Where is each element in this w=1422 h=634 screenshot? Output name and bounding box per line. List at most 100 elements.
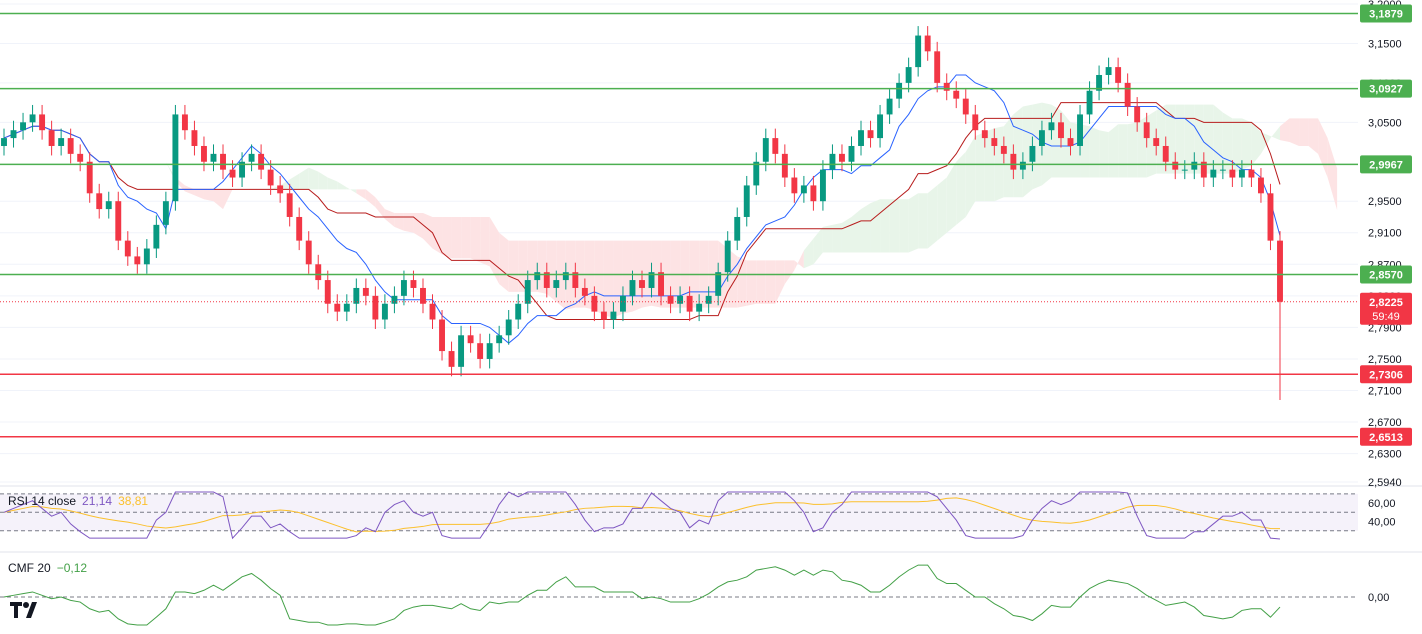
cloud-bear-segment — [461, 216, 471, 259]
y-tick-label: 2,7900 — [1368, 322, 1402, 334]
cloud-bear-segment — [470, 216, 481, 263]
cloud-bear-segment — [194, 189, 204, 200]
cloud-bear-segment — [489, 216, 500, 285]
cloud-bull-segment — [861, 203, 871, 253]
cloud-bear-segment — [480, 216, 490, 267]
candle-body — [134, 256, 141, 265]
candle-body — [267, 169, 274, 186]
candle-body — [1115, 67, 1122, 83]
level-tag-label: 3,0927 — [1369, 84, 1403, 96]
candle-body — [10, 130, 17, 139]
candle-body — [381, 303, 388, 320]
cloud-bull-segment — [99, 126, 109, 131]
candle-body — [1038, 130, 1045, 146]
candle-body — [353, 287, 360, 304]
cloud-bear-segment — [1327, 138, 1338, 211]
cloud-bear-segment — [451, 216, 462, 259]
candle-body — [924, 35, 931, 52]
candle-body — [496, 335, 503, 344]
candle-body — [29, 114, 36, 123]
candle-body — [429, 303, 436, 320]
candle-body — [1077, 114, 1083, 146]
candle-body — [48, 130, 55, 146]
cloud-bull-segment — [1013, 106, 1023, 198]
candle-body — [858, 130, 864, 146]
cloud-bear-segment — [422, 213, 433, 249]
cloud-bull-segment — [1213, 104, 1223, 174]
candle-body — [324, 280, 331, 304]
cloud-bear-segment — [765, 260, 776, 304]
candle-body — [943, 82, 950, 91]
cloud-bull-segment — [927, 185, 938, 249]
cloud-bull-segment — [346, 187, 357, 194]
cloud-bear-segment — [756, 260, 766, 304]
candle-body — [1134, 106, 1141, 123]
tradingview-logo-icon[interactable] — [10, 602, 42, 623]
candle-body — [172, 114, 179, 202]
candle-body — [591, 295, 598, 312]
cloud-bear-segment — [375, 197, 385, 219]
candle-body — [1200, 161, 1207, 178]
candle-body — [20, 122, 26, 131]
last-price-countdown: 59:49 — [1372, 311, 1400, 323]
cmf-legend[interactable]: CMF 20 −0,12 — [8, 561, 93, 575]
cloud-bull-segment — [803, 238, 814, 269]
candle-body — [1277, 240, 1283, 302]
cloud-bear-segment — [794, 250, 804, 271]
candle-body — [896, 82, 903, 99]
rsi-legend[interactable]: RSI 14 close 21,14 38,81 — [8, 494, 154, 508]
candle-body — [315, 264, 322, 281]
candle-body — [600, 311, 607, 320]
candle-body — [886, 98, 893, 115]
level-tag-label: 2,9967 — [1369, 159, 1403, 171]
level-tag — [1360, 4, 1412, 23]
cloud-bull-segment — [899, 199, 909, 253]
candle-body — [286, 193, 293, 217]
cmf-label: CMF 20 — [8, 561, 51, 575]
cloud-bear-segment — [775, 260, 785, 304]
cloud-bear-segment — [413, 213, 423, 239]
candle-body — [96, 193, 103, 210]
candle-body — [115, 201, 122, 241]
cloud-bull-segment — [822, 224, 833, 253]
y-tick-label: 2,5940 — [1368, 477, 1402, 489]
level-tag — [1360, 155, 1412, 174]
candle-body — [905, 67, 912, 83]
level-tag — [1360, 365, 1412, 384]
candle-body — [772, 138, 779, 154]
candle-body — [1105, 67, 1112, 75]
level-tag — [1360, 79, 1412, 98]
candle-body — [1029, 145, 1036, 162]
candle-body — [201, 145, 207, 162]
y-tick-label: 2,6300 — [1368, 449, 1402, 461]
candle-body — [705, 295, 712, 304]
level-tag-label: 2,6513 — [1369, 432, 1403, 444]
candle-body — [391, 295, 398, 304]
candle-body — [648, 272, 655, 288]
y-tick-label: 2,7500 — [1368, 354, 1402, 366]
cloud-bull-segment — [851, 209, 862, 253]
cloud-bull-segment — [165, 161, 176, 182]
cloud-bull-segment — [1108, 124, 1119, 178]
cloud-bear-segment — [403, 213, 414, 233]
cloud-bear-segment — [213, 189, 224, 210]
candle-body — [400, 280, 407, 296]
candle-body — [448, 351, 455, 367]
cmf-value: −0,12 — [56, 561, 88, 575]
rsi-axis-label: 60,00 — [1368, 498, 1396, 510]
candle-body — [410, 280, 417, 288]
cloud-bear-segment — [356, 189, 366, 200]
candle-body — [534, 272, 541, 281]
y-tick-label: 2,9500 — [1368, 196, 1402, 208]
candle-body — [629, 280, 636, 296]
candle-body — [1086, 90, 1093, 115]
cloud-bull-segment — [308, 167, 319, 190]
cloud-bull-segment — [965, 136, 976, 217]
cloud-bull-segment — [1032, 102, 1042, 190]
cloud-bull-segment — [1251, 122, 1261, 166]
candle-body — [162, 201, 169, 225]
candle-body — [848, 145, 855, 162]
cloud-bear-segment — [499, 232, 509, 292]
